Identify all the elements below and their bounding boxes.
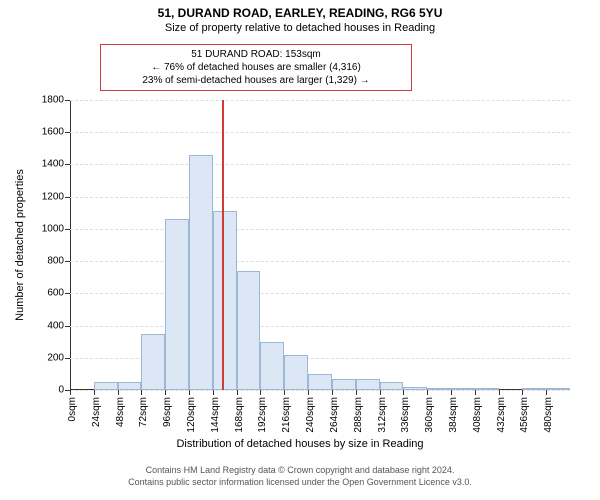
footer-line-2: Contains public sector information licen… (0, 477, 600, 489)
y-tick-label: 600 (47, 288, 70, 299)
x-tick-label: 48sqm (115, 397, 126, 427)
footer-attribution: Contains HM Land Registry data © Crown c… (0, 465, 600, 488)
y-tick-label: 1000 (42, 223, 70, 234)
histogram-bar (308, 374, 332, 390)
x-tick-mark (332, 390, 333, 395)
grid-line (70, 197, 570, 198)
x-tick-mark (499, 390, 500, 395)
x-tick-label: 432sqm (496, 397, 507, 433)
x-tick-mark (427, 390, 428, 395)
x-tick-mark (189, 390, 190, 395)
x-tick-label: 96sqm (162, 397, 173, 427)
grid-line (70, 326, 570, 327)
histogram-bar (189, 155, 213, 390)
histogram-bar (451, 388, 475, 390)
y-tick-label: 1600 (42, 127, 70, 138)
x-tick-label: 384sqm (448, 397, 459, 433)
x-tick-mark (94, 390, 95, 395)
x-tick-label: 480sqm (543, 397, 554, 433)
y-axis-line (70, 100, 71, 390)
x-tick-mark (308, 390, 309, 395)
histogram-bar (427, 388, 451, 390)
histogram-bar (260, 342, 284, 390)
histogram-bar (546, 388, 570, 390)
histogram-bar (475, 388, 499, 390)
x-tick-mark (522, 390, 523, 395)
x-tick-label: 192sqm (257, 397, 268, 433)
x-tick-label: 264sqm (329, 397, 340, 433)
x-tick-mark (546, 390, 547, 395)
histogram-bar (213, 211, 237, 390)
x-tick-mark (380, 390, 381, 395)
histogram-bar (165, 219, 189, 390)
histogram-bar (237, 271, 261, 390)
x-tick-label: 240sqm (305, 397, 316, 433)
grid-line (70, 100, 570, 101)
grid-line (70, 229, 570, 230)
y-tick-label: 1800 (42, 95, 70, 106)
histogram-bar (356, 379, 380, 390)
x-tick-mark (475, 390, 476, 395)
y-axis-title: Number of detached properties (14, 169, 26, 321)
x-tick-label: 0sqm (67, 397, 78, 421)
property-info-box: 51 DURAND ROAD: 153sqm ← 76% of detached… (100, 44, 412, 91)
x-tick-mark (141, 390, 142, 395)
x-tick-label: 288sqm (353, 397, 364, 433)
x-tick-label: 168sqm (234, 397, 245, 433)
x-tick-mark (165, 390, 166, 395)
x-tick-label: 144sqm (210, 397, 221, 433)
grid-line (70, 132, 570, 133)
info-line-1: 51 DURAND ROAD: 153sqm (111, 48, 401, 61)
y-tick-label: 200 (47, 352, 70, 363)
histogram-bar (522, 388, 546, 390)
x-tick-mark (70, 390, 71, 395)
x-tick-label: 120sqm (186, 397, 197, 433)
x-tick-label: 336sqm (400, 397, 411, 433)
y-tick-label: 1200 (42, 191, 70, 202)
x-tick-mark (118, 390, 119, 395)
histogram-bar (94, 382, 118, 390)
x-tick-label: 456sqm (519, 397, 530, 433)
y-tick-label: 1400 (42, 159, 70, 170)
property-size-marker (222, 100, 224, 390)
grid-line (70, 390, 570, 391)
histogram-bar (284, 355, 308, 390)
x-tick-mark (284, 390, 285, 395)
grid-line (70, 293, 570, 294)
histogram-bar (118, 382, 142, 390)
info-line-3: 23% of semi-detached houses are larger (… (111, 74, 401, 87)
x-axis-title: Distribution of detached houses by size … (0, 438, 600, 450)
histogram-bar (403, 387, 427, 390)
x-tick-mark (237, 390, 238, 395)
histogram-plot: 0200400600800100012001400160018000sqm24s… (70, 100, 570, 390)
footer-line-1: Contains HM Land Registry data © Crown c… (0, 465, 600, 477)
x-tick-mark (356, 390, 357, 395)
x-tick-label: 216sqm (281, 397, 292, 433)
chart-title-main: 51, DURAND ROAD, EARLEY, READING, RG6 5Y… (0, 0, 600, 20)
y-tick-label: 800 (47, 256, 70, 267)
grid-line (70, 261, 570, 262)
x-tick-mark (403, 390, 404, 395)
x-tick-label: 408sqm (472, 397, 483, 433)
y-tick-label: 0 (58, 385, 70, 396)
grid-line (70, 164, 570, 165)
histogram-bar (380, 382, 404, 390)
x-tick-mark (260, 390, 261, 395)
x-tick-label: 72sqm (138, 397, 149, 427)
x-tick-label: 24sqm (91, 397, 102, 427)
x-tick-mark (451, 390, 452, 395)
histogram-bar (332, 379, 356, 390)
x-tick-mark (213, 390, 214, 395)
y-tick-label: 400 (47, 320, 70, 331)
histogram-bar (141, 334, 165, 390)
chart-title-sub: Size of property relative to detached ho… (0, 20, 600, 34)
x-tick-label: 360sqm (424, 397, 435, 433)
x-tick-label: 312sqm (377, 397, 388, 433)
info-line-2: ← 76% of detached houses are smaller (4,… (111, 61, 401, 74)
